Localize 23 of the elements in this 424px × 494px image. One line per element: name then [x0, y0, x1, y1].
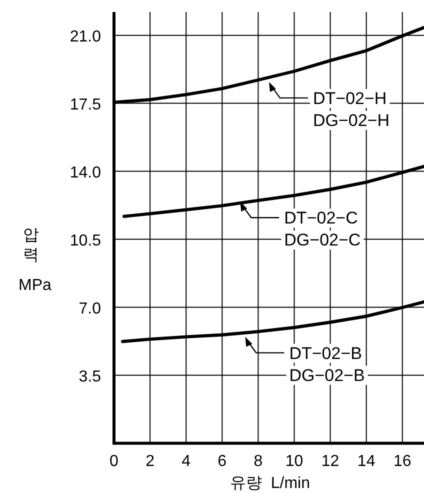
x-tick-label: 16	[393, 453, 412, 470]
annotation: DT−02−H DG−02−H	[269, 82, 393, 130]
y-tick-label: 7.0	[78, 300, 102, 318]
annotation: DT−02−C DG−02−C	[284, 208, 361, 250]
x-tick-label: 0	[110, 453, 119, 470]
annotation: DT−02−C DG−02−C	[240, 202, 364, 250]
annotation: DT−02−B DG−02−B	[289, 344, 365, 385]
x-tick-label: 4	[182, 453, 191, 470]
x-tick-label: 2	[146, 453, 155, 470]
y-tick-label: 14.0	[70, 164, 102, 182]
x-tick-label: 10	[285, 453, 304, 470]
annotation: DT−02−H DG−02−H	[313, 88, 390, 130]
annotation: DT−02−B DG−02−B	[245, 336, 368, 385]
x-axis-title: 유량 L/min	[230, 475, 310, 492]
y-axis-title: 압력 MPa	[18, 227, 52, 294]
x-tick-label: 12	[321, 453, 340, 470]
y-tick-label: 21.0	[70, 28, 102, 46]
x-tick-label: 8	[254, 453, 263, 470]
y-tick-label: 10.5	[70, 232, 102, 250]
x-tick-label: 14	[357, 453, 376, 470]
y-tick-label: 3.5	[78, 368, 102, 386]
x-tick-label: 6	[218, 453, 227, 470]
y-tick-label: 17.5	[70, 96, 102, 114]
